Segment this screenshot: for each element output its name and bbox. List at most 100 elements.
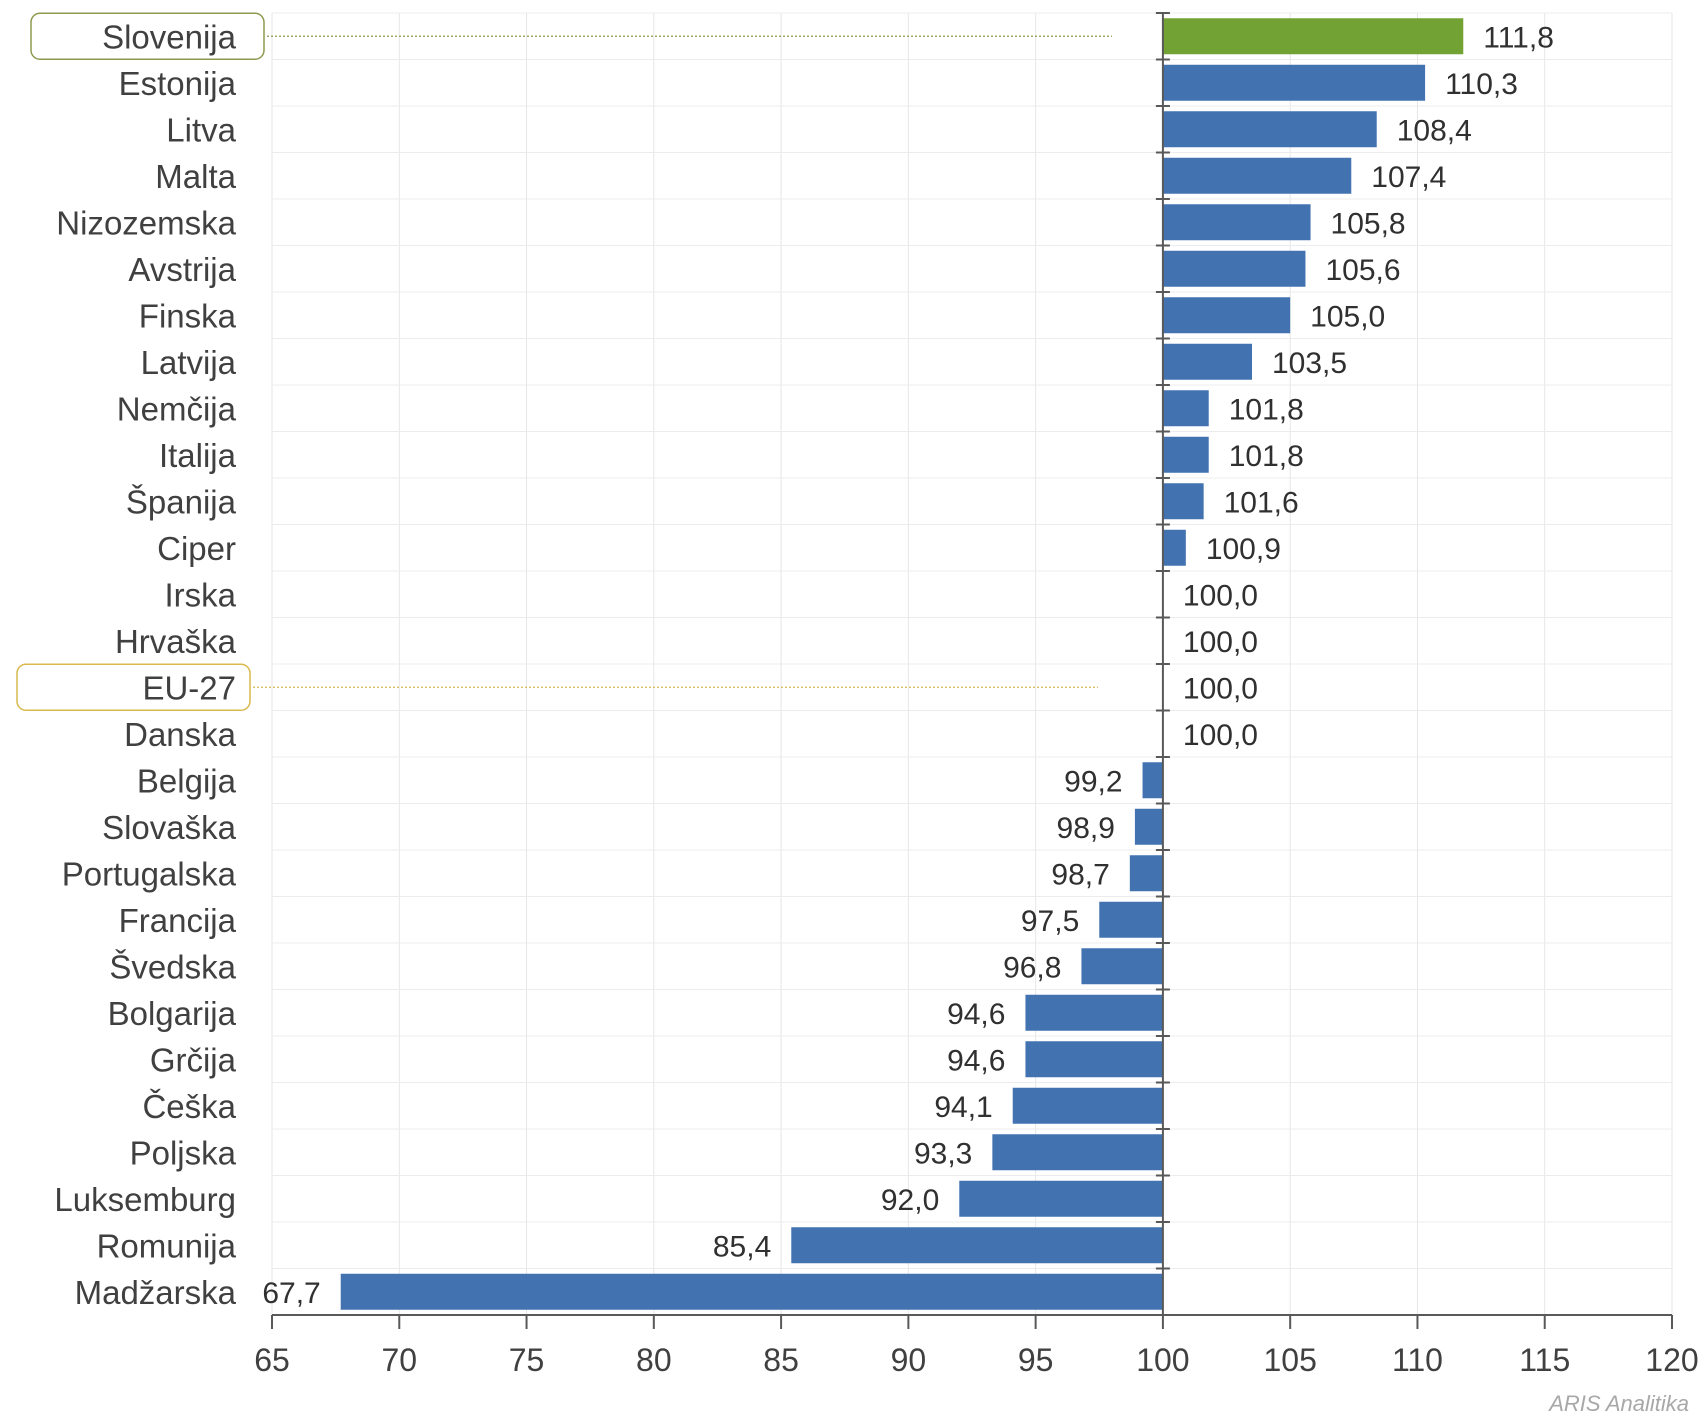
value-label-Hrvaška: 100,0 (1183, 626, 1258, 659)
category-label-Portugalska: Portugalska (62, 855, 237, 892)
bar-Ciper (1162, 529, 1186, 566)
x-tick-label: 80 (636, 1342, 672, 1378)
x-tick-label: 65 (254, 1342, 290, 1378)
value-label-Nemčija: 101,8 (1229, 393, 1304, 426)
value-label-Malta: 107,4 (1371, 161, 1446, 194)
x-tick-label: 70 (381, 1342, 417, 1378)
x-tick-label: 90 (891, 1342, 927, 1378)
x-tick-label: 120 (1645, 1342, 1698, 1378)
category-label-Francija: Francija (119, 902, 237, 939)
value-label-Češka: 94,1 (934, 1091, 992, 1124)
bar-Belgija (1142, 762, 1163, 799)
category-label-EU-27: EU-27 (142, 669, 236, 706)
category-label-Estonija: Estonija (119, 65, 237, 102)
x-tick-label: 100 (1136, 1342, 1189, 1378)
bar-Francija (1099, 901, 1163, 938)
x-tick-label: 85 (763, 1342, 799, 1378)
category-label-Litva: Litva (166, 111, 236, 148)
value-label-Litva: 108,4 (1397, 114, 1472, 147)
value-label-Španija: 101,6 (1224, 486, 1299, 519)
bar-Latvija (1162, 343, 1252, 380)
category-label-Švedska: Švedska (109, 948, 236, 985)
category-label-Španija: Španija (126, 483, 237, 520)
bar-Češka (1012, 1087, 1163, 1124)
x-tick-label: 95 (1018, 1342, 1054, 1378)
value-label-Estonija: 110,3 (1445, 68, 1518, 101)
value-label-Bolgarija: 94,6 (947, 998, 1005, 1031)
value-label-Italija: 101,8 (1229, 440, 1304, 473)
category-label-Nizozemska: Nizozemska (56, 204, 236, 241)
value-label-Slovenija: 111,8 (1483, 21, 1554, 54)
axes (16, 12, 1673, 1329)
bar-Slovenija (1162, 18, 1464, 55)
category-label-Grčija: Grčija (150, 1041, 237, 1078)
bar-Madžarska (340, 1273, 1163, 1310)
value-label-Slovaška: 98,9 (1057, 812, 1115, 845)
bar-Grčija (1025, 1041, 1163, 1078)
category-label-Belgija: Belgija (137, 762, 237, 799)
grid-lines (271, 12, 1673, 1316)
value-label-Latvija: 103,5 (1272, 347, 1347, 380)
value-label-Portugalska: 98,7 (1051, 858, 1109, 891)
category-label-Danska: Danska (124, 716, 237, 753)
bar-Španija (1162, 483, 1204, 520)
value-label-Francija: 97,5 (1021, 905, 1079, 938)
bar-Italija (1162, 436, 1209, 473)
value-label-Grčija: 94,6 (947, 1044, 1005, 1077)
category-label-Luksemburg: Luksemburg (54, 1181, 236, 1218)
category-label-Latvija: Latvija (141, 344, 237, 381)
bar-Avstrija (1162, 250, 1306, 287)
labels: 111,8 Slovenija 110,3 Estonija 108,4 Litva 107… (54, 18, 1698, 1378)
highlight-box-EU-27 (16, 663, 251, 711)
bar-Luksemburg (959, 1180, 1163, 1217)
category-label-Hrvaška: Hrvaška (115, 623, 237, 660)
bar-Poljska (992, 1134, 1163, 1171)
value-label-Luksemburg: 92,0 (881, 1184, 939, 1217)
bar-Nemčija (1162, 390, 1209, 427)
category-label-Slovenija: Slovenija (102, 18, 237, 55)
category-label-Nemčija: Nemčija (117, 390, 237, 427)
bar-Romunija (791, 1227, 1163, 1264)
x-tick-label: 110 (1392, 1342, 1443, 1378)
value-label-Irska: 100,0 (1183, 579, 1258, 612)
highlight-box-Slovenija (30, 12, 265, 60)
category-label-Ciper: Ciper (157, 530, 236, 567)
value-label-Belgija: 99,2 (1064, 765, 1122, 798)
value-label-Nizozemska: 105,8 (1331, 207, 1406, 240)
bar-Portugalska (1129, 855, 1163, 892)
category-label-Avstrija: Avstrija (128, 251, 236, 288)
category-label-Češka: Češka (142, 1088, 236, 1125)
value-label-Švedska: 96,8 (1003, 951, 1061, 984)
category-label-Italija: Italija (159, 437, 237, 474)
value-label-Avstrija: 105,6 (1325, 254, 1400, 287)
category-label-Malta: Malta (155, 158, 236, 195)
category-label-Irska: Irska (164, 576, 236, 613)
bars (340, 18, 1464, 1310)
bar-Švedska (1081, 948, 1163, 985)
watermark-text: ARIS Analitika (1549, 1391, 1689, 1416)
category-label-Finska: Finska (139, 297, 237, 334)
value-label-EU-27: 100,0 (1183, 672, 1258, 705)
x-tick-label: 75 (509, 1342, 545, 1378)
bar-Slovaška (1134, 808, 1163, 845)
bar-Malta (1162, 157, 1352, 194)
x-tick-label: 105 (1263, 1342, 1316, 1378)
bar-Nizozemska (1162, 204, 1311, 241)
category-label-Bolgarija: Bolgarija (108, 995, 237, 1032)
x-tick-label: 115 (1519, 1342, 1570, 1378)
value-label-Madžarska: 67,7 (262, 1277, 320, 1310)
category-label-Poljska: Poljska (130, 1134, 237, 1171)
bar-Litva (1162, 111, 1377, 148)
value-label-Romunija: 85,4 (713, 1230, 771, 1263)
bar-Finska (1162, 297, 1291, 334)
bar-Estonija (1162, 64, 1426, 101)
category-label-Madžarska: Madžarska (75, 1274, 237, 1311)
value-label-Danska: 100,0 (1183, 719, 1258, 752)
bar-Bolgarija (1025, 994, 1163, 1031)
category-label-Slovaška: Slovaška (102, 809, 237, 846)
category-label-Romunija: Romunija (97, 1227, 237, 1264)
value-label-Poljska: 93,3 (914, 1137, 972, 1170)
value-label-Finska: 105,0 (1310, 300, 1385, 333)
value-label-Ciper: 100,9 (1206, 533, 1281, 566)
